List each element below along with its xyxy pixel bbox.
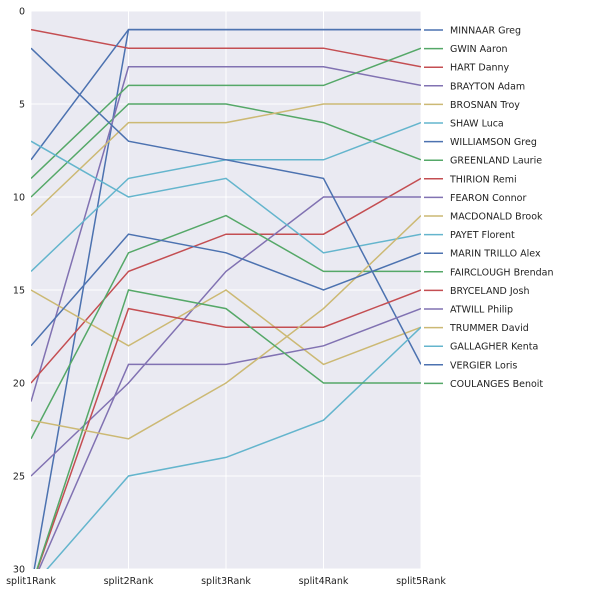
series-line xyxy=(31,140,421,254)
legend-label: TRUMMER David xyxy=(449,323,529,334)
legend-label: BRAYTON Adam xyxy=(450,81,525,92)
legend-label: MACDONALD Brook xyxy=(450,212,543,223)
series-line xyxy=(31,47,421,179)
series-line xyxy=(31,103,421,217)
legend-label: GREENLAND Laurie xyxy=(450,156,542,167)
legend-label: MARIN TRILLO Alex xyxy=(450,249,541,260)
y-tick-label: 0 xyxy=(19,7,25,18)
x-tick-label: split3Rank xyxy=(201,576,251,587)
series-line xyxy=(31,103,421,198)
series-line xyxy=(31,177,421,384)
x-tick-label: split1Rank xyxy=(6,576,56,587)
series-line xyxy=(31,28,421,161)
x-tick-label: split5Rank xyxy=(396,576,446,587)
y-tick-label: 5 xyxy=(19,100,25,111)
x-tick-label: split4Rank xyxy=(299,576,349,587)
y-tick-label: 15 xyxy=(13,286,25,297)
series-line xyxy=(31,214,421,440)
y-tick-label: 20 xyxy=(13,379,25,390)
legend-label: GALLAGHER Kenta xyxy=(450,342,538,353)
x-axis-ticks: split1Rank split2Rank split3Rank split4Rank… xyxy=(6,576,446,587)
series-line xyxy=(46,326,421,569)
series-line xyxy=(31,289,421,366)
legend-label: WILLIAMSON Greg xyxy=(450,137,537,148)
y-tick-label: 10 xyxy=(13,193,25,204)
series-lines xyxy=(31,28,421,569)
series-line xyxy=(38,307,421,569)
y-tick-label: 30 xyxy=(13,565,25,576)
series-line xyxy=(31,28,421,68)
legend-label: FAIRCLOUGH Brendan xyxy=(450,267,554,278)
legend-label: HART Danny xyxy=(450,63,510,74)
series-line xyxy=(36,289,421,569)
y-tick-label: 25 xyxy=(13,472,25,483)
legend-label: FEARON Connor xyxy=(450,193,526,204)
legend-label: COULANGES Benoit xyxy=(450,379,543,390)
series-line xyxy=(36,289,421,569)
x-tick-label: split2Rank xyxy=(104,576,154,587)
legend-label: THIRION Remi xyxy=(449,174,517,185)
legend: MINNAAR Greg GWIN Aaron HART Danny BRAYTON … xyxy=(424,26,554,390)
legend-label: ATWILL Philip xyxy=(450,305,513,316)
legend-label: BRYCELAND Josh xyxy=(450,286,529,297)
legend-label: PAYET Florent xyxy=(450,230,515,241)
legend-label: GWIN Aaron xyxy=(450,44,508,55)
series-line xyxy=(31,233,421,347)
legend-label: VERGIER Loris xyxy=(450,360,517,371)
y-axis-ticks: 0 5 10 15 20 25 30 xyxy=(13,7,25,576)
legend-label: MINNAAR Greg xyxy=(450,26,521,37)
series-line xyxy=(31,196,421,477)
legend-label: BROSNAN Troy xyxy=(450,100,520,111)
legend-label: SHAW Luca xyxy=(450,119,504,130)
series-line xyxy=(31,47,421,365)
